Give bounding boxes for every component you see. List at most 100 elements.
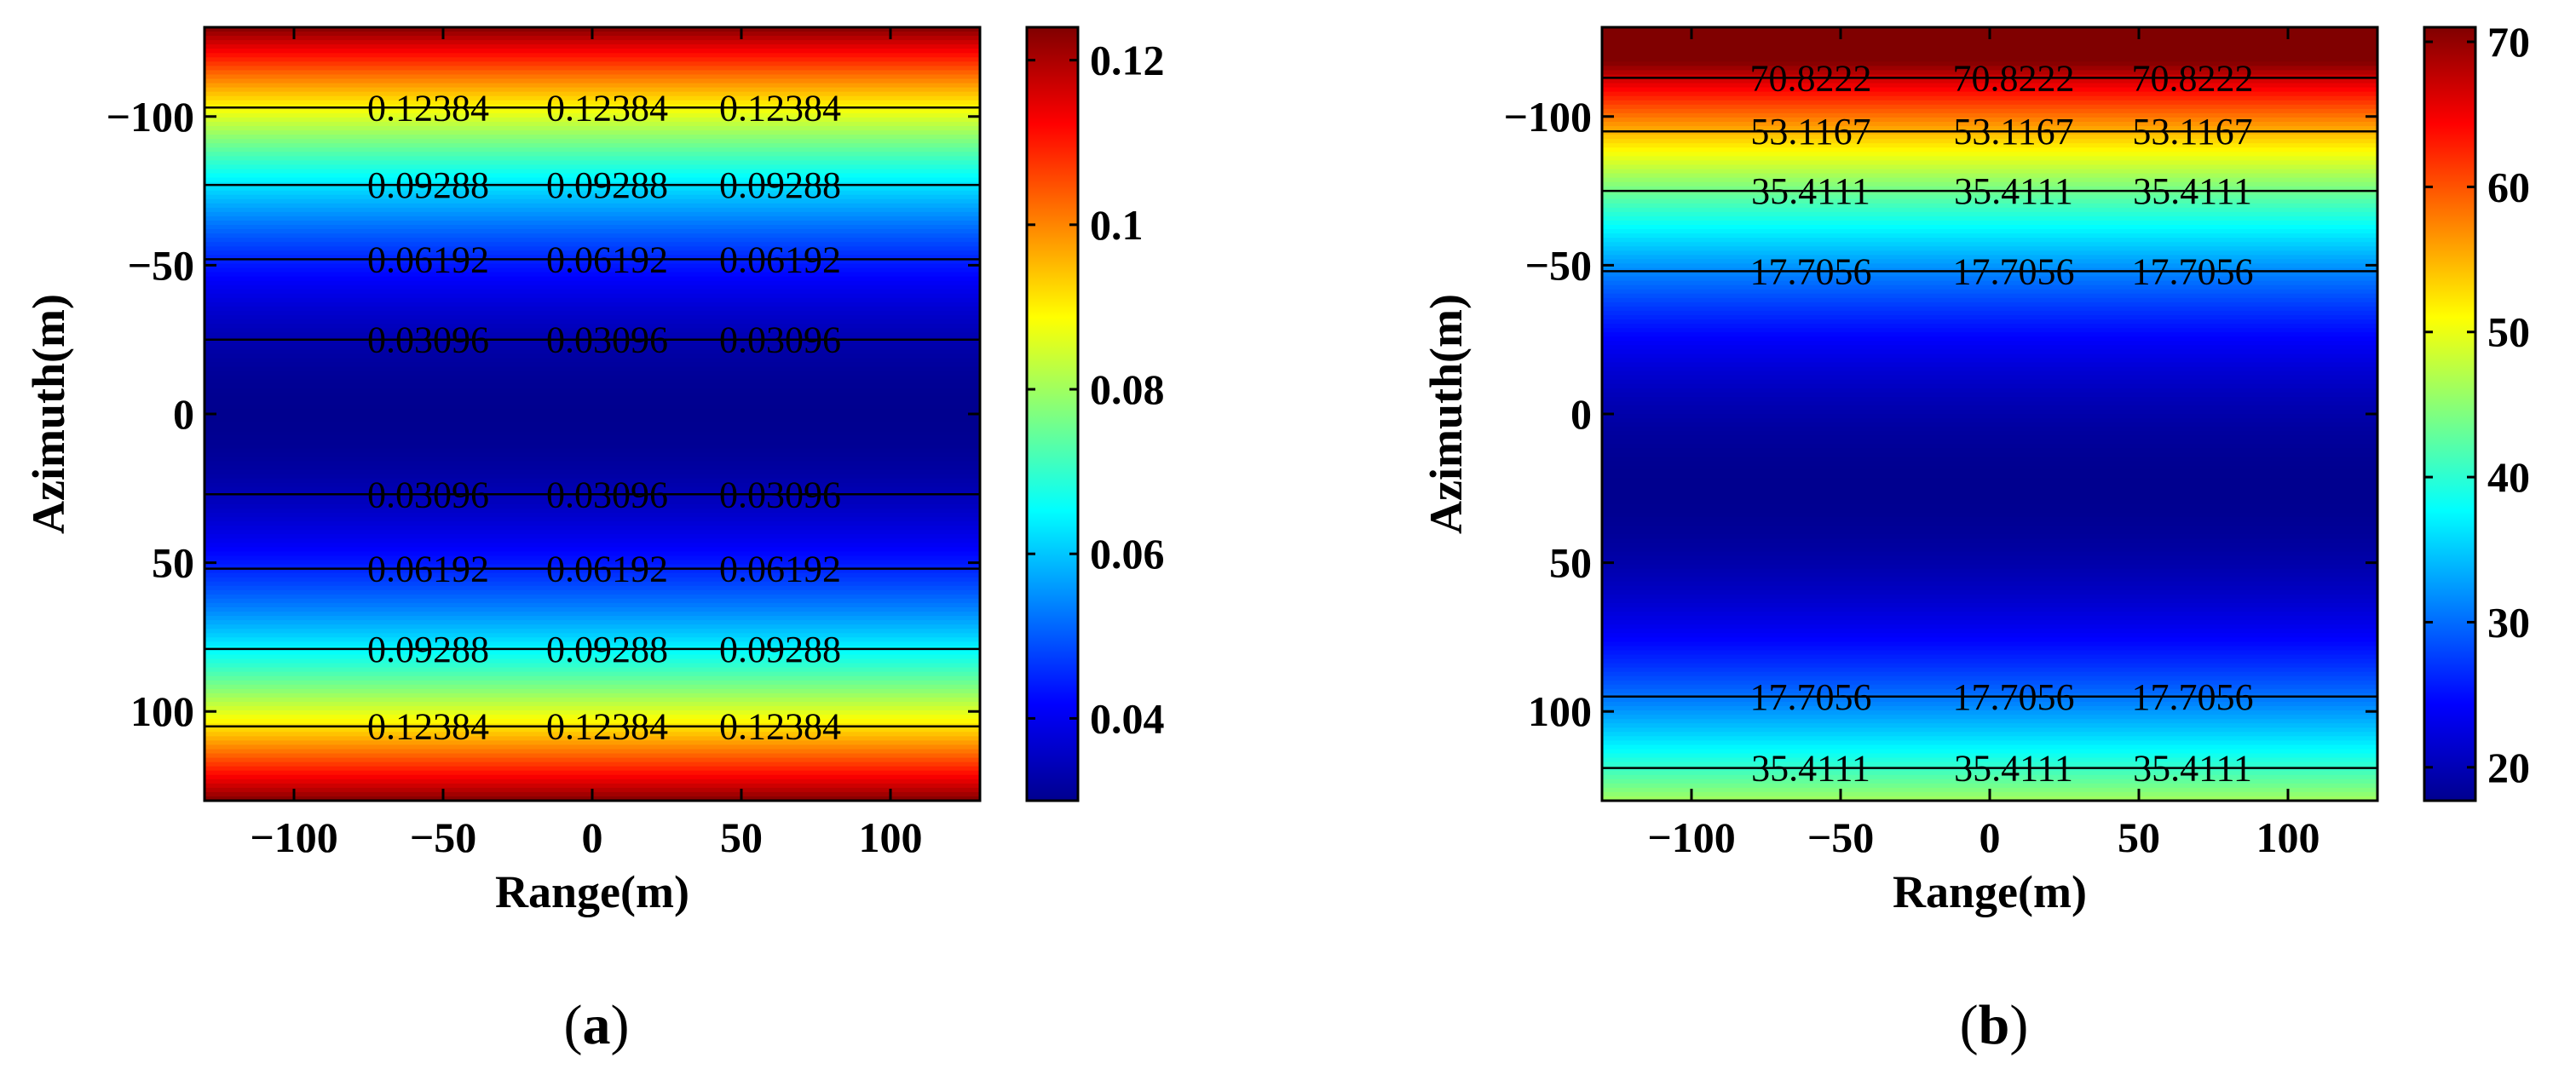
- heatmap-strip: [205, 469, 980, 475]
- heatmap-strip: [1602, 302, 2377, 307]
- heatmap-strip: [1602, 560, 2377, 566]
- heatmap-strip: [205, 675, 980, 681]
- heatmap-strip: [205, 164, 980, 170]
- contour-label: 0.06192: [719, 549, 841, 590]
- heatmap-strip: [1602, 526, 2377, 531]
- colorbar-a: [1025, 26, 1080, 802]
- contour-lines-b: 70.8222 70.8222 70.8222 53.1167 53.1167 53.11…: [1602, 57, 2377, 790]
- heatmap-strip: [205, 680, 980, 686]
- heatmap-strip: [205, 650, 980, 656]
- heatmap-strip: [205, 135, 980, 140]
- heatmap-strip: [1602, 332, 2377, 337]
- heatmap-strip: [1602, 388, 2377, 394]
- heatmap-strip: [205, 139, 980, 144]
- heatmap-strip: [205, 427, 980, 432]
- heatmap-strip: [205, 117, 980, 123]
- heatmap-strip: [205, 280, 980, 286]
- heatmap-strip: [1602, 83, 2377, 89]
- heatmap-strip: [205, 147, 980, 153]
- colorbar-tick-label: 0.06: [1090, 530, 1165, 578]
- y-tick-label: 50: [1549, 539, 1592, 587]
- heatmap-strip: [1602, 414, 2377, 419]
- heatmap-strip: [205, 130, 980, 135]
- heatmap-strip: [1602, 732, 2377, 738]
- heatmap-strip: [1602, 598, 2377, 604]
- heatmap-strip: [205, 173, 980, 179]
- heatmap-strip: [1602, 255, 2377, 261]
- contour-label: 0.09288: [367, 629, 489, 670]
- heatmap-strip: [1602, 585, 2377, 591]
- heatmap-strip: [205, 568, 980, 574]
- heatmap-strip: [205, 663, 980, 669]
- y-tick-label: 0: [173, 390, 194, 438]
- heatmap-strip: [1602, 353, 2377, 359]
- heatmap-strip: [205, 186, 980, 192]
- heatmap-strip: [1602, 744, 2377, 750]
- heatmap-strip: [205, 44, 980, 50]
- heatmap-strip: [1602, 633, 2377, 639]
- x-ticks-b: −100 −50 0 50 100: [1647, 27, 2320, 861]
- heatmap-strip: [205, 598, 980, 604]
- contour-label: 17.7056: [1953, 676, 2075, 718]
- heatmap-strip: [205, 629, 980, 635]
- heatmap-strip: [205, 577, 980, 583]
- colorbar-b: [2423, 26, 2477, 802]
- contour-lines-a: 0.12384 0.12384 0.12384 0.09288 0.09288 0.092…: [205, 87, 980, 748]
- contour-label: 0.09288: [546, 164, 668, 206]
- heatmap-strip: [1602, 375, 2377, 381]
- heatmap-strip: [1602, 577, 2377, 583]
- heatmap-strip: [1602, 749, 2377, 755]
- heatmap-strip: [205, 503, 980, 509]
- heatmap-strip: [1602, 478, 2377, 484]
- y-tick-label: −100: [1504, 93, 1593, 141]
- heatmap-strip: [205, 74, 980, 80]
- contour-label: 17.7056: [2132, 250, 2254, 292]
- heatmap-strip: [205, 753, 980, 759]
- heatmap-strip: [1602, 589, 2377, 595]
- heatmap-strip: [1602, 169, 2377, 175]
- heatmap-strip: [205, 211, 980, 217]
- heatmap-strip: [205, 194, 980, 200]
- heatmap-strip: [205, 242, 980, 248]
- heatmap-strip: [205, 620, 980, 625]
- heatmap-strip: [1602, 513, 2377, 518]
- panel-a: 0.12384 0.12384 0.12384 0.09288 0.09288 0.092…: [23, 26, 1165, 1056]
- colorbar-tick-label: 0.04: [1090, 694, 1165, 742]
- contour-label: 0.09288: [546, 629, 668, 670]
- heatmap-strip: [1602, 91, 2377, 97]
- heatmap-strip: [1602, 422, 2377, 428]
- heatmap-strip: [1602, 362, 2377, 368]
- heatmap-strip: [1602, 259, 2377, 265]
- heatmap-strip: [205, 388, 980, 394]
- heatmap-strip: [205, 594, 980, 600]
- heatmap-strip: [1602, 667, 2377, 673]
- heatmap-strip: [205, 190, 980, 196]
- heatmap-strip: [205, 431, 980, 437]
- heatmap-strip: [1602, 221, 2377, 226]
- heatmap-strip: [1602, 409, 2377, 415]
- colorbar-ticks-a: 0.04 0.06 0.08 0.1 0.12: [1027, 37, 1165, 742]
- heatmap-strip: [205, 602, 980, 608]
- x-tick-label: 100: [2256, 813, 2320, 861]
- heatmap-strip: [205, 366, 980, 372]
- heatmap-strip: [205, 560, 980, 566]
- heatmap-strip: [205, 774, 980, 780]
- heatmap-strip: [1602, 543, 2377, 549]
- x-tick-label: 0: [1980, 813, 2001, 861]
- heatmap-strip: [1602, 147, 2377, 153]
- x-tick-label: 50: [2118, 813, 2160, 861]
- heatmap-strip: [205, 405, 980, 411]
- heatmap-strip: [205, 272, 980, 278]
- heatmap-strip: [1602, 284, 2377, 290]
- caption-letter-a: a: [583, 994, 611, 1056]
- heatmap-strip: [1602, 594, 2377, 600]
- heatmap-strip: [1602, 70, 2377, 76]
- heatmap-strip: [205, 740, 980, 746]
- x-axis-label-a: Range(m): [495, 866, 689, 917]
- contour-label: 17.7056: [2132, 676, 2254, 718]
- heatmap-strip: [205, 267, 980, 273]
- caption-close-a: ): [611, 994, 630, 1056]
- heatmap-strip: [205, 78, 980, 84]
- heatmap-strip: [205, 654, 980, 660]
- contour-label: 17.7056: [1750, 676, 1872, 718]
